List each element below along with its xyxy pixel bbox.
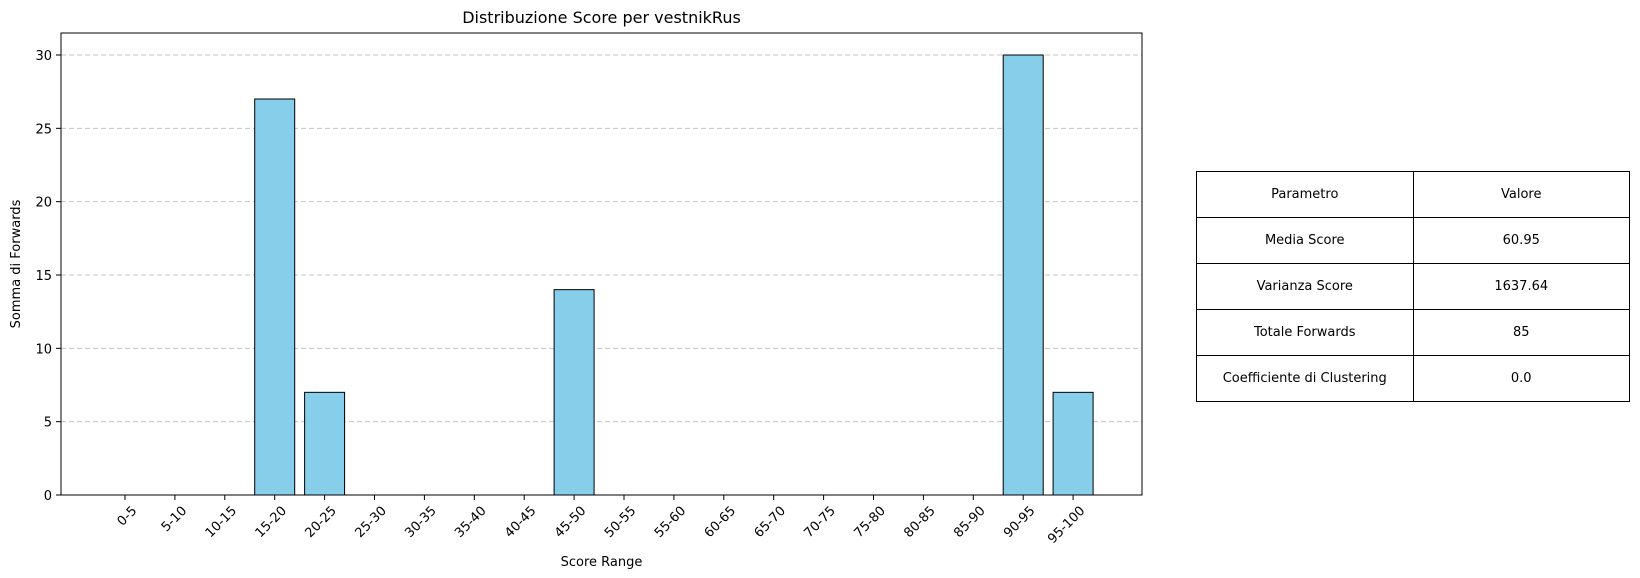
table-cell-parameter: Coefficiente di Clustering [1196, 355, 1414, 402]
y-tick-label: 30 [35, 49, 52, 64]
x-tick-label: 15-20 [253, 504, 290, 541]
x-tick-label: 40-45 [502, 504, 539, 541]
x-tick-label: 65-70 [752, 504, 789, 541]
bars [254, 54, 1094, 496]
x-tick-label: 75-80 [851, 504, 888, 541]
table-header-row: Parametro Valore [1196, 171, 1630, 218]
x-tick-label: 20-25 [303, 504, 340, 541]
y-tick-label: 5 [44, 416, 52, 431]
y-tick-label: 20 [35, 196, 52, 211]
bar-45-50 [553, 289, 595, 496]
table-row: Coefficiente di Clustering 0.0 [1196, 355, 1630, 402]
table-header-cell: Parametro [1196, 171, 1414, 218]
x-tick-label: 60-65 [702, 504, 739, 541]
y-tick-label: 0 [44, 489, 52, 504]
x-tick-label: 0-5 [115, 504, 141, 530]
x-tick-label: 50-55 [602, 504, 639, 541]
table-cell-parameter: Media Score [1196, 217, 1414, 264]
bar-20-25 [304, 391, 346, 496]
x-axis-label: Score Range [561, 555, 643, 570]
y-tick-label: 10 [35, 342, 52, 357]
grid-lines [61, 54, 1142, 423]
x-tick-label: 80-85 [901, 504, 938, 541]
y-tick-label: 15 [35, 269, 52, 284]
x-tick-label: 85-90 [951, 504, 988, 541]
x-tick-label: 30-35 [402, 504, 439, 541]
table-cell-value: 1637.64 [1412, 263, 1630, 310]
table-cell-value: 60.95 [1412, 217, 1630, 264]
x-tick-label: 10-15 [203, 504, 240, 541]
bar-95-100 [1052, 391, 1094, 496]
x-tick-label: 70-75 [802, 504, 839, 541]
x-axis-ticks: 0-5 5-10 10-15 15-20 20-25 25-30 30-35 35-40 40-… [115, 495, 1088, 547]
table-header-cell: Valore [1412, 171, 1630, 218]
x-tick-label: 90-95 [1001, 504, 1038, 541]
x-tick-label: 35-40 [452, 504, 489, 541]
y-axis-label: Somma di Forwards [9, 199, 24, 328]
table-row: Media Score 60.95 [1196, 217, 1630, 264]
x-tick-label: 95-100 [1045, 504, 1088, 547]
x-tick-label: 5-10 [159, 504, 190, 535]
chart-title: Distribuzione Score per vestnikRus [462, 8, 741, 27]
table-cell-parameter: Varianza Score [1196, 263, 1414, 310]
table-cell-value: 0.0 [1412, 355, 1630, 402]
bar-15-20 [254, 98, 296, 496]
y-axis-ticks: 0 5 10 15 20 25 30 [35, 49, 61, 504]
x-tick-label: 25-30 [352, 504, 389, 541]
bar-90-95 [1002, 54, 1044, 496]
table-row: Totale Forwards 85 [1196, 309, 1630, 356]
x-tick-label: 45-50 [552, 504, 589, 541]
x-tick-label: 55-60 [652, 504, 689, 541]
table-cell-value: 85 [1412, 309, 1630, 356]
y-tick-label: 25 [35, 122, 52, 137]
table-cell-parameter: Totale Forwards [1196, 309, 1414, 356]
stats-table: Parametro Valore Media Score 60.95 Varia… [1196, 171, 1630, 402]
plot-frame [60, 32, 1143, 496]
table-row: Varianza Score 1637.64 [1196, 263, 1630, 310]
